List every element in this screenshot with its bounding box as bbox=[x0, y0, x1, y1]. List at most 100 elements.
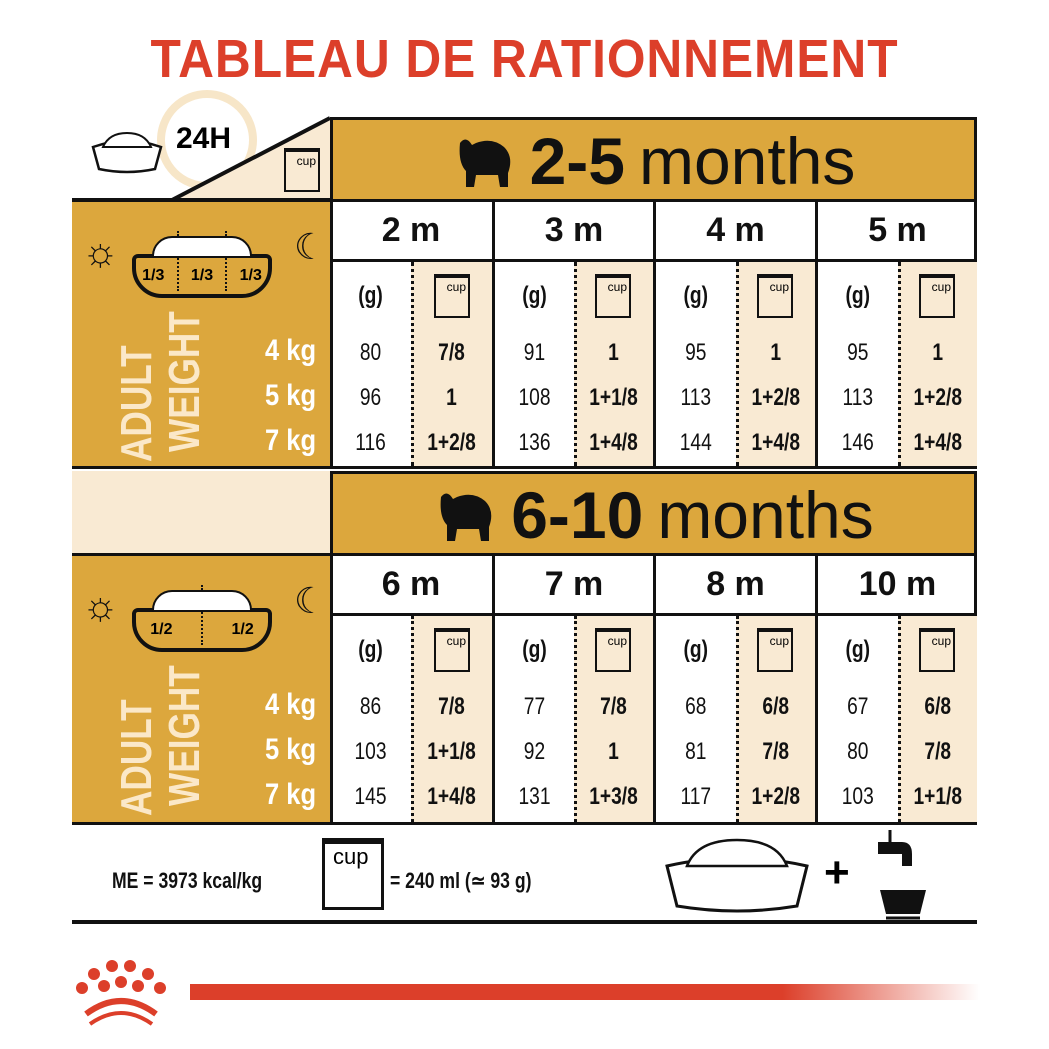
grams-value: 146 bbox=[841, 429, 874, 456]
cup-icon-label: cup bbox=[296, 154, 316, 168]
brand-crown-logo bbox=[76, 960, 166, 1026]
grams-header: (g) bbox=[358, 282, 383, 309]
weight-2: 5 kg bbox=[264, 733, 316, 766]
band-left-spacer bbox=[72, 471, 330, 553]
cup-icon: cup bbox=[757, 274, 793, 318]
grams-value: 131 bbox=[518, 783, 551, 810]
cups-value: 6/8 bbox=[923, 693, 951, 720]
grams-header: (g) bbox=[358, 636, 383, 663]
cup-column-bg bbox=[735, 616, 815, 822]
feeding-table: 2 m (g) cup 80 7/8 96 1 116 1+2/8 3 m (g) cup 91 1 108… bbox=[330, 199, 977, 469]
month-column: 3 m (g) cup 91 1 108 1+1/8 136 1+4/8 bbox=[492, 202, 653, 466]
cups-value: 1 bbox=[446, 384, 457, 411]
cups-value: 1+2/8 bbox=[427, 429, 476, 456]
month-header: 2 m bbox=[330, 202, 492, 262]
feeding-table: 6 m (g) cup 86 7/8 103 1+1/8 145 1+4/8 7 m (g) cup 7… bbox=[330, 553, 977, 825]
plus-sign: + bbox=[824, 848, 850, 897]
age-band: 6-10 months bbox=[330, 471, 977, 555]
grams-value: 145 bbox=[354, 783, 387, 810]
food-bowl-icon bbox=[665, 838, 809, 913]
grams-value: 67 bbox=[847, 693, 869, 720]
grams-value: 103 bbox=[354, 738, 387, 765]
meal-fraction: 1/2 bbox=[150, 621, 173, 638]
grams-value: 95 bbox=[847, 339, 869, 366]
cup-icon-label: cup bbox=[446, 280, 466, 294]
meal-split-bowl: 1/3 1/3 1/3 bbox=[132, 231, 272, 298]
meal-fraction: 1/3 bbox=[239, 267, 262, 284]
dog-silhouette-icon bbox=[459, 138, 510, 187]
grams-header: (g) bbox=[522, 282, 547, 309]
meal-divider bbox=[201, 585, 203, 645]
month-column: 8 m (g) cup 68 6/8 81 7/8 117 1+2/8 bbox=[653, 556, 815, 822]
grams-value: 80 bbox=[847, 738, 869, 765]
meal-fraction: 1/3 bbox=[142, 267, 165, 284]
grams-value: 80 bbox=[359, 339, 382, 366]
meal-fraction: 1/2 bbox=[231, 621, 254, 638]
cups-value: 1+3/8 bbox=[589, 783, 638, 810]
weight-3: 7 kg bbox=[264, 424, 316, 457]
cups-value: 7/8 bbox=[438, 693, 465, 720]
energy-value: ME = 3973 kcal/kg bbox=[112, 868, 263, 893]
grams-value: 96 bbox=[359, 384, 382, 411]
brand-bar bbox=[190, 984, 980, 1000]
month-header: 10 m bbox=[818, 556, 977, 616]
sun-icon: ☼ bbox=[82, 584, 119, 628]
month-column: 7 m (g) cup 77 7/8 92 1 131 1+3/8 bbox=[492, 556, 653, 822]
grams-value: 68 bbox=[685, 693, 707, 720]
grams-value: 108 bbox=[518, 384, 551, 411]
cup-equivalence: = 240 ml (≃ 93 g) bbox=[390, 868, 532, 893]
grams-value: 113 bbox=[842, 384, 874, 411]
cups-value: 7/8 bbox=[438, 339, 465, 366]
cup-column-bg bbox=[411, 262, 492, 466]
month-header: 6 m bbox=[330, 556, 492, 616]
cup-column-bg bbox=[411, 616, 492, 822]
adult-label: ADULT bbox=[112, 345, 161, 462]
cups-value: 1+1/8 bbox=[589, 384, 638, 411]
cup-icon: cup bbox=[919, 274, 955, 318]
age-unit: months bbox=[638, 123, 856, 198]
cup-icon-label: cup bbox=[333, 844, 369, 869]
grams-value: 86 bbox=[359, 693, 382, 720]
cup-column-bg bbox=[897, 262, 977, 466]
cup-icon-label: cup bbox=[931, 280, 951, 294]
grams-value: 91 bbox=[523, 339, 546, 366]
kibble-icon bbox=[152, 590, 252, 612]
grams-header: (g) bbox=[522, 636, 547, 663]
page-title: TABLEAU DE RATIONNEMENT bbox=[150, 29, 899, 89]
cups-value: 6/8 bbox=[761, 693, 789, 720]
month-header: 4 m bbox=[656, 202, 815, 262]
cup-icon: cup bbox=[919, 628, 955, 672]
month-header: 8 m bbox=[656, 556, 815, 616]
grams-value: 136 bbox=[518, 429, 551, 456]
cup-icon: cup bbox=[757, 628, 793, 672]
cups-value: 1+4/8 bbox=[427, 783, 476, 810]
weight-2: 5 kg bbox=[264, 379, 316, 412]
weight-3: 7 kg bbox=[264, 778, 316, 811]
meal-divider bbox=[176, 231, 179, 291]
month-column: 6 m (g) cup 86 7/8 103 1+1/8 145 1+4/8 bbox=[330, 556, 492, 822]
kibble-icon bbox=[152, 236, 252, 258]
sun-icon: ☼ bbox=[82, 230, 119, 274]
moon-icon: ☾ bbox=[294, 580, 327, 621]
meal-weight-panel: ☼ ☾ 1/2 1/2 ADULT WEIGHT 4 kg 5 kg 7 kg bbox=[72, 553, 330, 825]
grams-value: 117 bbox=[680, 783, 712, 810]
dog-silhouette-icon bbox=[440, 492, 492, 541]
cups-value: 7/8 bbox=[600, 693, 627, 720]
cup-icon: cup bbox=[595, 274, 631, 318]
cups-value: 1+2/8 bbox=[912, 384, 962, 411]
cups-value: 1+4/8 bbox=[750, 429, 800, 456]
grams-header: (g) bbox=[845, 636, 871, 663]
cup-icon: cup bbox=[434, 274, 470, 318]
cup-icon: cup bbox=[434, 628, 470, 672]
cup-column-bg bbox=[574, 616, 653, 822]
grams-header: (g) bbox=[683, 636, 709, 663]
month-column: 5 m (g) cup 95 1 113 1+2/8 146 1+4/8 bbox=[815, 202, 977, 466]
cup-icon: cup bbox=[284, 148, 320, 192]
cups-value: 1 bbox=[931, 339, 943, 366]
age-range: 6-10 bbox=[511, 477, 644, 552]
cups-value: 7/8 bbox=[761, 738, 789, 765]
cups-value: 1+4/8 bbox=[589, 429, 638, 456]
cup-icon-label: cup bbox=[769, 634, 789, 648]
weight-1: 4 kg bbox=[264, 688, 316, 721]
cups-value: 1 bbox=[608, 339, 619, 366]
